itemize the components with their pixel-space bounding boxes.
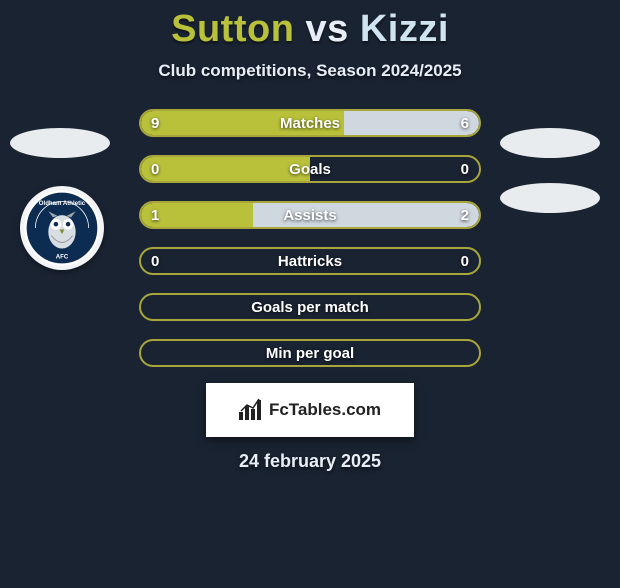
stat-label: Hattricks — [141, 249, 479, 273]
stat-value-left: 9 — [151, 111, 159, 135]
stat-label: Goals — [141, 157, 479, 181]
stat-label: Matches — [141, 111, 479, 135]
stat-row: Goals per match — [139, 293, 481, 321]
subtitle: Club competitions, Season 2024/2025 — [0, 61, 620, 81]
stat-value-right: 0 — [461, 249, 469, 273]
fctables-label: FcTables.com — [269, 400, 381, 420]
stat-value-right: 6 — [461, 111, 469, 135]
vs-text: vs — [305, 8, 348, 50]
bar-chart-icon — [239, 398, 263, 422]
player2-name: Kizzi — [360, 8, 449, 50]
fctables-watermark: FcTables.com — [206, 383, 414, 437]
stat-value-right: 2 — [461, 203, 469, 227]
player-badge — [500, 128, 600, 158]
stat-label: Goals per match — [141, 295, 479, 319]
stats-table: Matches96Goals00Assists12Hattricks00Goal… — [139, 109, 481, 367]
stat-row: Hattricks0 0 — [139, 247, 481, 275]
stat-row: Min per goal — [139, 339, 481, 367]
stat-row: Matches9 6 — [139, 109, 481, 137]
page-title: Sutton vs Kizzi — [0, 8, 620, 51]
stat-value-left: 1 — [151, 203, 159, 227]
player1-name: Sutton — [171, 8, 294, 50]
stat-label: Min per goal — [141, 341, 479, 365]
player-badge — [500, 183, 600, 213]
club-crest: Oldham Athletic AFC — [20, 186, 104, 270]
stat-row: Assists1 2 — [139, 201, 481, 229]
stat-value-right: 0 — [461, 157, 469, 181]
stat-value-left: 0 — [151, 157, 159, 181]
svg-text:AFC: AFC — [56, 253, 69, 260]
stat-row: Goals0 0 — [139, 155, 481, 183]
stat-label: Assists — [141, 203, 479, 227]
owl-crest-icon: Oldham Athletic AFC — [24, 190, 100, 266]
player-badge — [10, 128, 110, 158]
svg-text:Oldham Athletic: Oldham Athletic — [39, 200, 86, 207]
stat-value-left: 0 — [151, 249, 159, 273]
date-label: 24 february 2025 — [0, 451, 620, 472]
